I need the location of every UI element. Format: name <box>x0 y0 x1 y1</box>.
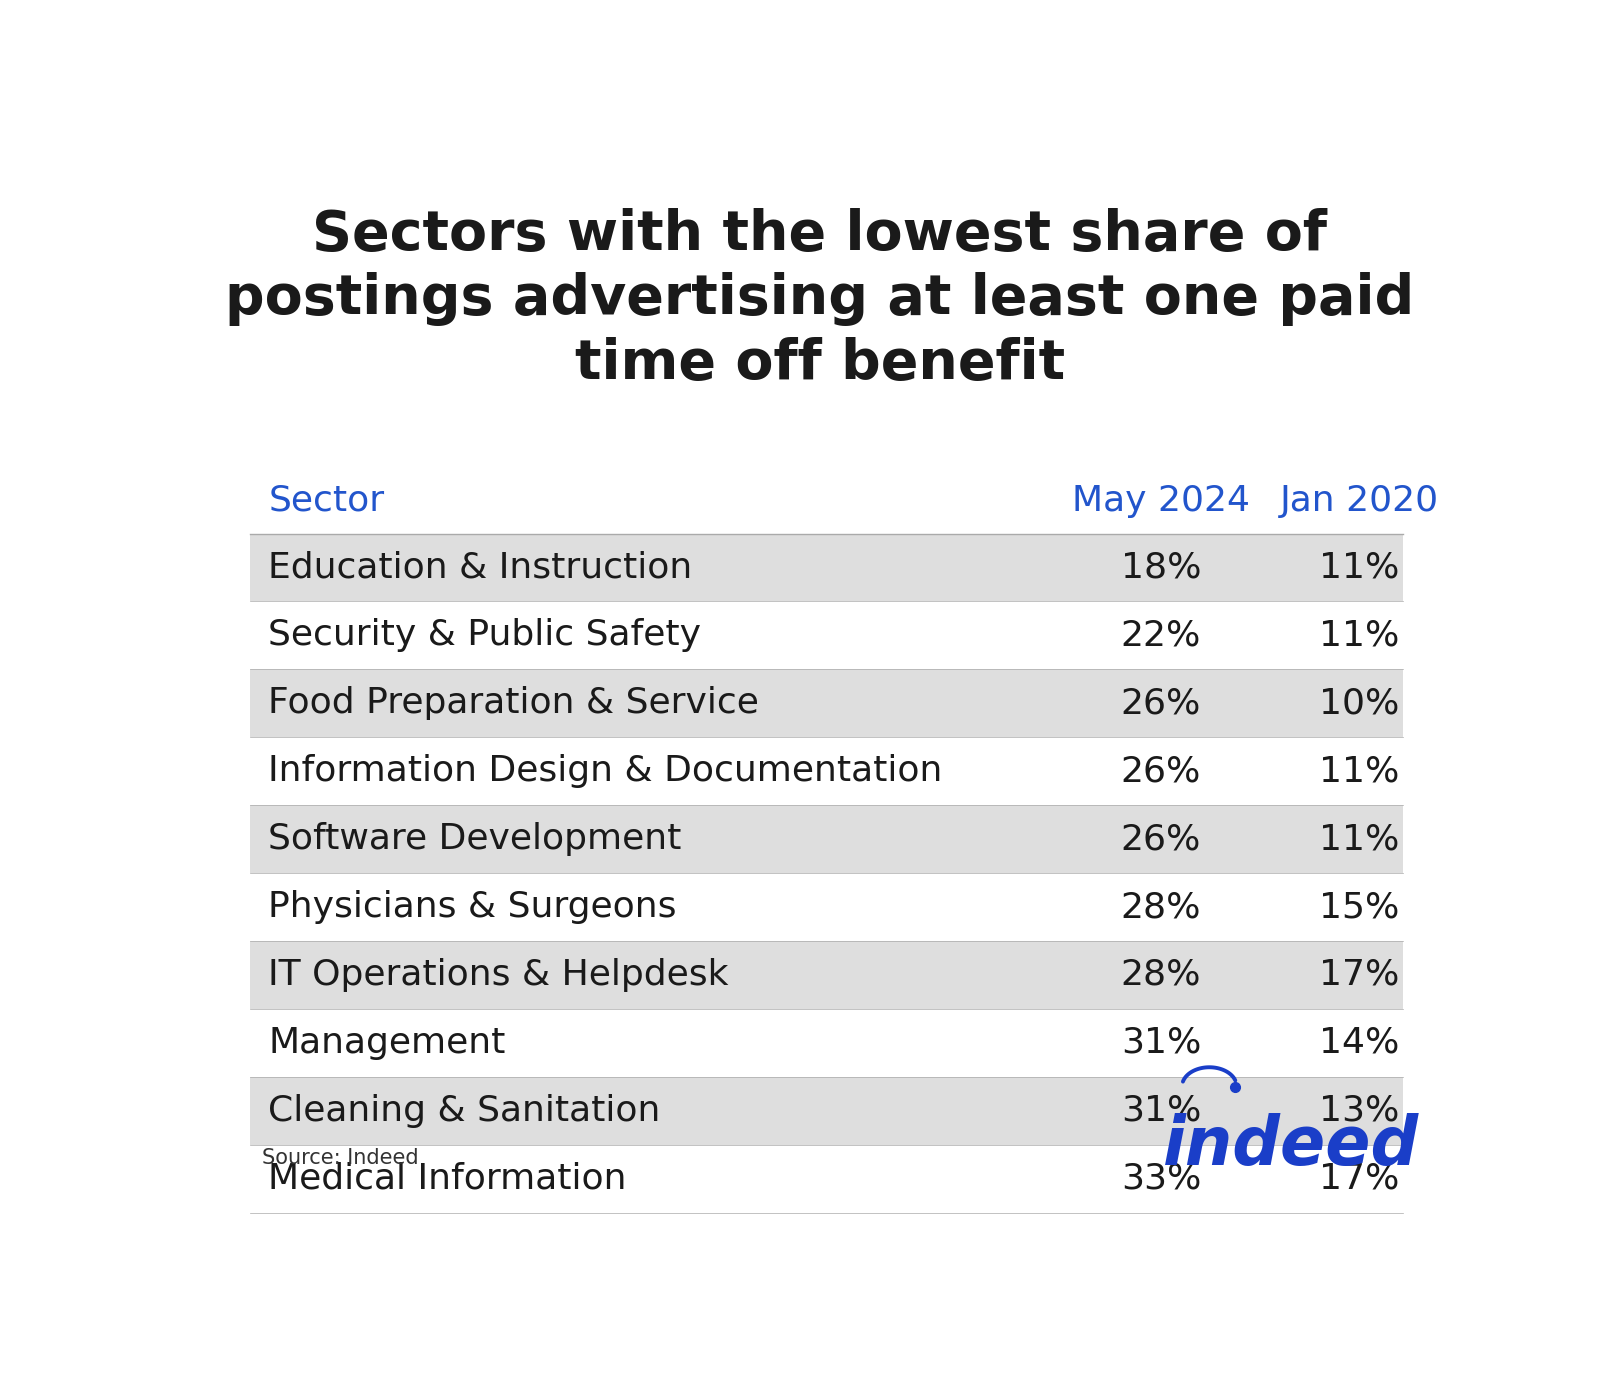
Text: 31%: 31% <box>1122 1094 1202 1127</box>
Bar <box>250 1145 1403 1213</box>
Text: Source: Indeed: Source: Indeed <box>262 1148 419 1169</box>
Bar <box>250 805 1403 874</box>
Text: Medical Information: Medical Information <box>269 1162 627 1196</box>
Text: 28%: 28% <box>1120 890 1202 925</box>
Text: Sectors with the lowest share of
postings advertising at least one paid
time off: Sectors with the lowest share of posting… <box>226 208 1414 391</box>
Bar <box>250 1009 1403 1076</box>
Text: Jan 2020: Jan 2020 <box>1280 484 1438 518</box>
Text: 26%: 26% <box>1122 823 1202 856</box>
Text: 11%: 11% <box>1320 754 1400 788</box>
Text: IT Operations & Helpdesk: IT Operations & Helpdesk <box>269 958 728 992</box>
Text: Education & Instruction: Education & Instruction <box>269 550 693 584</box>
Text: Security & Public Safety: Security & Public Safety <box>269 619 701 652</box>
Text: 17%: 17% <box>1320 1162 1400 1196</box>
Text: May 2024: May 2024 <box>1072 484 1250 518</box>
Text: Management: Management <box>269 1025 506 1060</box>
Text: 18%: 18% <box>1120 550 1202 584</box>
Text: 26%: 26% <box>1122 754 1202 788</box>
Bar <box>250 601 1403 670</box>
Text: 26%: 26% <box>1122 686 1202 721</box>
Text: Physicians & Surgeons: Physicians & Surgeons <box>269 890 677 925</box>
Text: 11%: 11% <box>1320 823 1400 856</box>
Text: 33%: 33% <box>1122 1162 1202 1196</box>
Text: 11%: 11% <box>1320 619 1400 652</box>
Text: 14%: 14% <box>1320 1025 1400 1060</box>
Text: 22%: 22% <box>1122 619 1202 652</box>
Bar <box>250 941 1403 1009</box>
Text: 13%: 13% <box>1320 1094 1400 1127</box>
Text: 11%: 11% <box>1320 550 1400 584</box>
Text: Cleaning & Sanitation: Cleaning & Sanitation <box>269 1094 661 1127</box>
Bar <box>250 533 1403 601</box>
Bar <box>250 1076 1403 1145</box>
Text: indeed: indeed <box>1163 1112 1419 1178</box>
Text: Software Development: Software Development <box>269 823 682 856</box>
Text: 10%: 10% <box>1320 686 1400 721</box>
Text: Food Preparation & Service: Food Preparation & Service <box>269 686 758 721</box>
Text: 17%: 17% <box>1320 958 1400 992</box>
Text: Sector: Sector <box>269 484 384 518</box>
Text: 15%: 15% <box>1320 890 1400 925</box>
Text: 28%: 28% <box>1120 958 1202 992</box>
Bar <box>250 737 1403 805</box>
Text: Information Design & Documentation: Information Design & Documentation <box>269 754 942 788</box>
Bar <box>250 874 1403 941</box>
Text: 31%: 31% <box>1122 1025 1202 1060</box>
Bar <box>250 670 1403 737</box>
